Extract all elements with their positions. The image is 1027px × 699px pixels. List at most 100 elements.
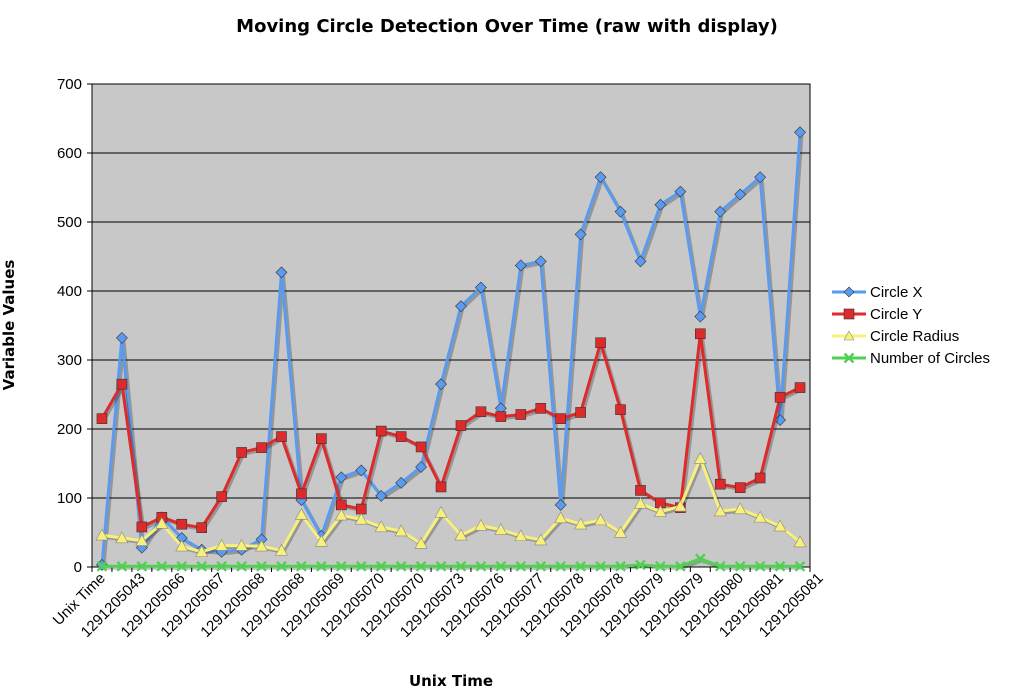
data-point-circle-radius [753, 510, 767, 523]
data-point-circle-y [714, 478, 726, 490]
data-point-circle-radius [793, 535, 807, 548]
y-tick-label: 500 [57, 214, 82, 231]
data-point-circle-x [275, 266, 288, 279]
data-point-circle-y [535, 402, 547, 414]
data-point-circle-radius [474, 518, 488, 531]
legend: Circle X Circle Y Circle Radius Number of C… [832, 284, 990, 367]
data-point-circle-x [115, 331, 128, 344]
data-point-circle-y [515, 409, 527, 420]
data-point-circle-radius [514, 529, 528, 542]
data-point-circle-y [555, 413, 566, 424]
chart-title: Moving Circle Detection Over Time (raw w… [236, 16, 778, 37]
data-point-number-of-circles [495, 560, 507, 572]
data-point-number-of-circles [335, 560, 347, 572]
plot-area [91, 83, 811, 568]
data-point-number-of-circles [116, 560, 128, 572]
data-point-circle-y [116, 378, 128, 390]
data-point-circle-radius [454, 528, 468, 541]
data-point-circle-radius [314, 534, 328, 547]
data-point-circle-y [336, 499, 347, 511]
data-point-number-of-circles [694, 553, 706, 565]
data-point-number-of-circles [555, 560, 567, 572]
data-point-circle-radius [115, 531, 129, 544]
data-point-circle-y [355, 503, 367, 515]
data-point-circle-radius [494, 523, 508, 535]
data-point-circle-radius [374, 520, 388, 533]
series-circle-radius [95, 452, 807, 557]
data-point-number-of-circles [515, 560, 527, 572]
data-point-circle-radius [414, 536, 428, 549]
data-point-circle-radius [95, 528, 109, 541]
data-point-circle-y [495, 411, 507, 422]
data-point-circle-y [216, 491, 227, 502]
data-point-circle-y [136, 521, 148, 533]
data-point-circle-y [395, 431, 407, 442]
data-point-circle-x [474, 281, 487, 294]
data-point-circle-radius [334, 508, 348, 521]
series-line-shadow [102, 334, 803, 532]
data-point-circle-y [475, 406, 487, 418]
data-point-number-of-circles [475, 560, 487, 572]
data-point-circle-radius [554, 511, 568, 524]
data-point-number-of-circles [276, 560, 287, 572]
data-point-circle-radius [693, 452, 707, 464]
data-point-circle-radius [215, 538, 229, 551]
legend-marker [843, 352, 855, 364]
data-point-circle-radius [255, 539, 269, 552]
data-point-circle-radius [733, 502, 747, 515]
gridlines [92, 152, 810, 499]
data-point-number-of-circles [794, 560, 806, 572]
data-point-number-of-circles [774, 560, 786, 572]
legend-marker [843, 308, 855, 320]
data-point-circle-radius [633, 496, 647, 509]
data-point-number-of-circles [355, 560, 367, 572]
data-point-circle-y [575, 407, 586, 418]
data-point-circle-x [554, 498, 567, 511]
data-point-number-of-circles [734, 560, 746, 572]
y-tick-label: 600 [57, 145, 82, 162]
data-point-circle-x [335, 471, 348, 484]
data-point-circle-x [455, 300, 467, 313]
data-point-circle-x [395, 476, 408, 489]
data-point-number-of-circles [615, 560, 626, 572]
y-tick-label: 300 [57, 352, 82, 369]
data-point-number-of-circles [256, 560, 267, 572]
data-point-circle-y [236, 447, 247, 458]
data-point-number-of-circles [575, 560, 586, 572]
data-point-number-of-circles [236, 560, 247, 572]
y-tick-label: 200 [57, 421, 82, 438]
data-point-number-of-circles [196, 560, 208, 572]
data-point-circle-radius [653, 505, 667, 517]
data-point-circle-radius [574, 517, 588, 530]
y-tick-label: 100 [57, 490, 82, 507]
data-point-circle-radius [135, 534, 149, 546]
data-point-number-of-circles [675, 560, 686, 572]
data-point-circle-x [654, 198, 667, 211]
data-point-circle-radius [274, 543, 288, 556]
data-point-circle-x [415, 461, 428, 473]
data-point-circle-radius [713, 504, 727, 517]
data-point-number-of-circles [714, 560, 726, 572]
series-layer [95, 126, 807, 572]
x-axis-ticks: Unix Time1291205043129120506612912050671… [50, 567, 827, 641]
data-point-circle-y [635, 485, 646, 496]
data-point-number-of-circles [395, 560, 407, 572]
legend-item-circle-x: Circle X [832, 284, 923, 301]
data-point-number-of-circles [754, 560, 766, 572]
data-point-circle-x [794, 126, 806, 139]
legend-label: Circle Radius [870, 328, 959, 345]
data-point-circle-x [435, 378, 447, 391]
legend-label: Circle X [870, 284, 923, 301]
legend-marker [843, 286, 855, 298]
data-point-circle-radius [195, 545, 209, 557]
data-point-circle-y [695, 328, 706, 340]
legend-label: Circle Y [870, 306, 922, 323]
data-point-circle-x [574, 228, 587, 241]
data-point-number-of-circles [216, 560, 227, 572]
y-tick-label: 400 [57, 283, 82, 300]
data-point-number-of-circles [176, 560, 188, 572]
data-point-circle-y [734, 482, 746, 493]
data-point-circle-y [256, 442, 267, 453]
data-point-circle-radius [175, 539, 189, 552]
data-point-number-of-circles [316, 560, 327, 572]
